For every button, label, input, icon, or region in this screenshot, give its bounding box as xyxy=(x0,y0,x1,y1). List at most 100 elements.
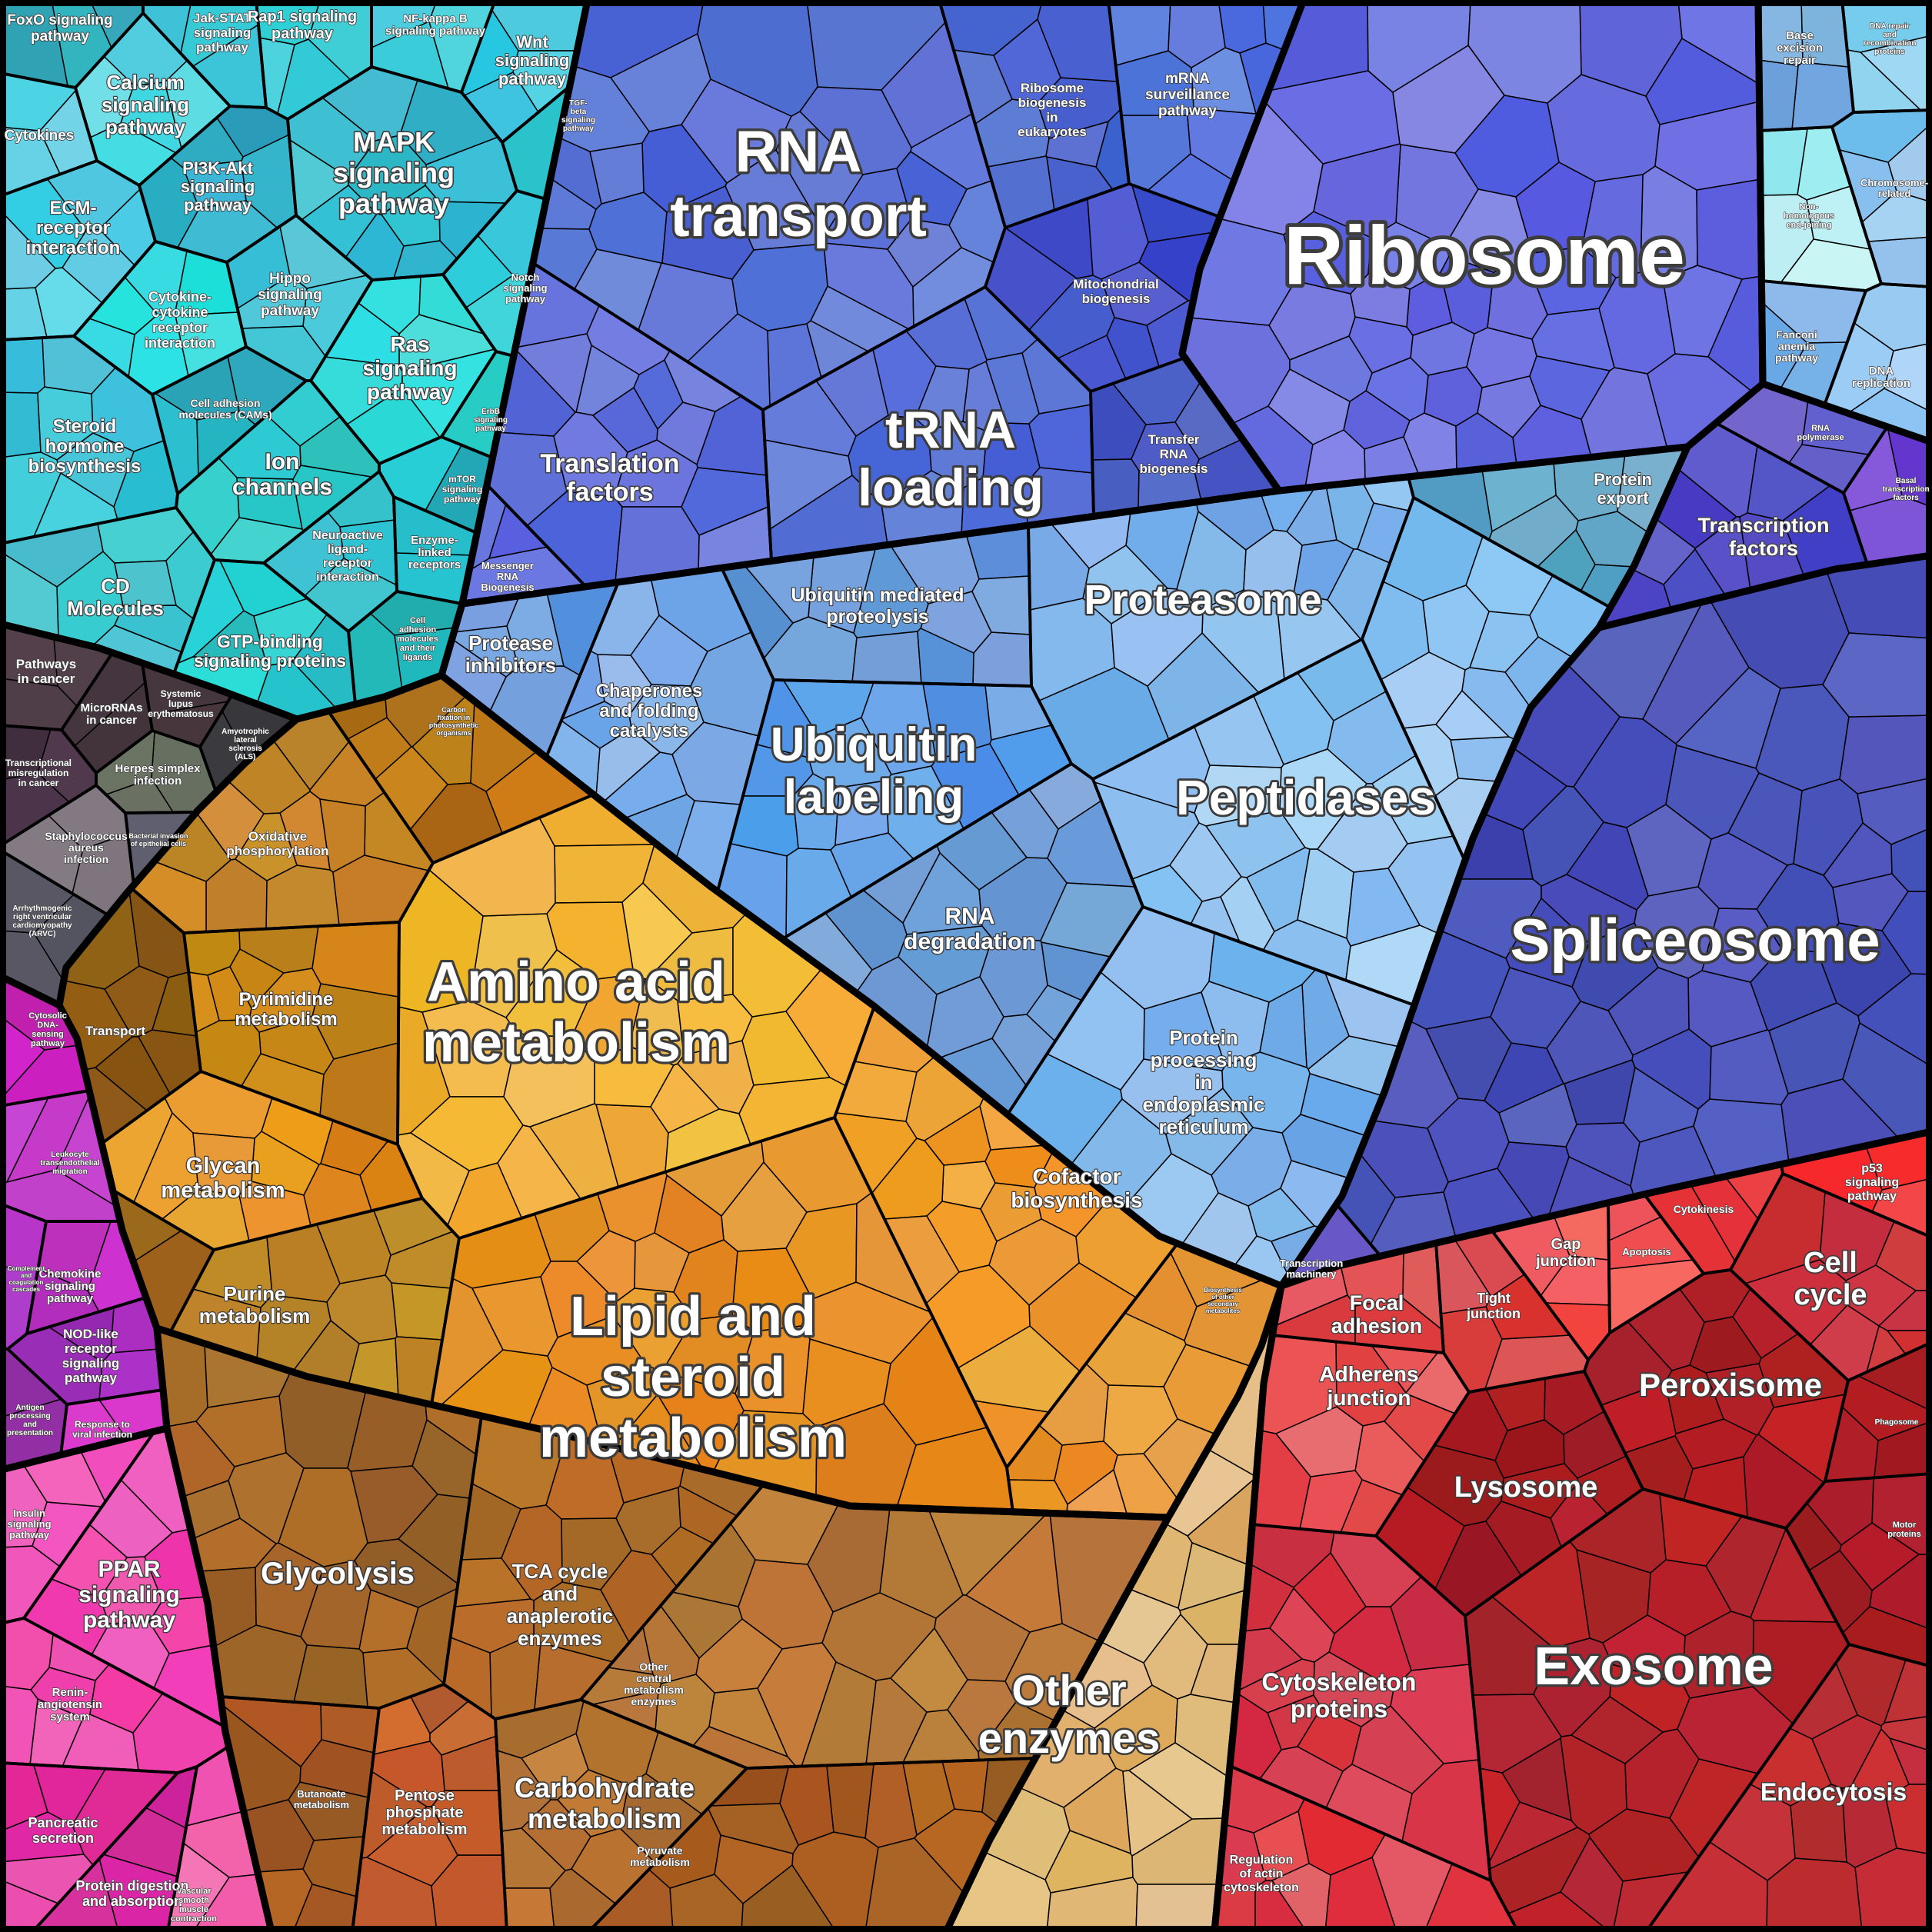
svg-text:Peptidases: Peptidases xyxy=(1176,770,1436,825)
svg-text:Transport: Transport xyxy=(85,1024,146,1038)
svg-text:Phagosome: Phagosome xyxy=(1875,1418,1919,1427)
svg-text:Lysosome: Lysosome xyxy=(1454,1471,1598,1504)
svg-text:Exosome: Exosome xyxy=(1534,1636,1773,1696)
svg-text:Chromosome-related: Chromosome-related xyxy=(1860,177,1928,199)
svg-text:Cytokinesis: Cytokinesis xyxy=(1674,1203,1734,1215)
svg-text:Endocytosis: Endocytosis xyxy=(1760,1778,1907,1806)
svg-text:Glycolysis: Glycolysis xyxy=(261,1557,415,1591)
svg-text:Peroxisome: Peroxisome xyxy=(1639,1367,1822,1403)
svg-text:Cytokines: Cytokines xyxy=(5,128,75,144)
svg-text:Proteasome: Proteasome xyxy=(1084,577,1321,623)
